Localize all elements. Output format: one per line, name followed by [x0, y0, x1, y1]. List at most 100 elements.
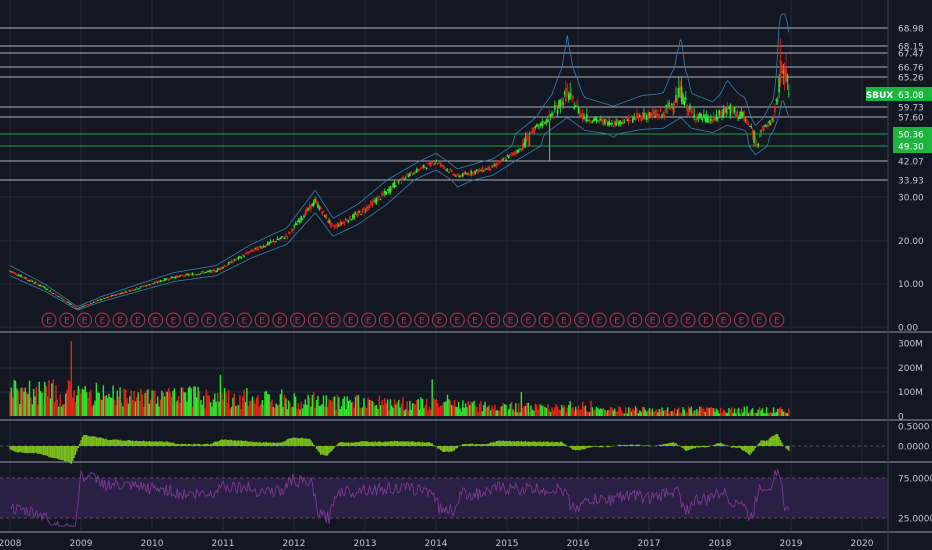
macd-bar [565, 444, 567, 446]
candle-body [640, 116, 642, 121]
candle-body [99, 299, 102, 301]
candle-body [96, 299, 99, 301]
volume-bar [604, 409, 606, 416]
candle-body [489, 168, 492, 170]
earnings-marker-circle [538, 312, 554, 328]
volume-bar [675, 413, 677, 416]
candle-body [85, 304, 88, 306]
candle-body [701, 118, 704, 120]
candle-body [428, 162, 431, 166]
ticker-badge[interactable]: SBUX [866, 87, 894, 101]
macd-bar [648, 445, 651, 446]
volume-bar [313, 392, 315, 416]
volume-bar [109, 397, 112, 416]
earnings-marker-label: E [543, 317, 549, 327]
macd-bar [247, 441, 249, 446]
candle-body [684, 97, 687, 100]
macd-bar [715, 443, 718, 446]
macd-bar [761, 440, 764, 446]
earnings-marker: E [272, 312, 288, 328]
volume-bar [137, 392, 139, 416]
volume-bar [58, 406, 60, 416]
volume-bar [563, 405, 566, 416]
candle-body [669, 105, 672, 110]
earnings-marker-label: E [99, 317, 105, 327]
candle-body [503, 157, 506, 159]
ticker-badge-bg [866, 87, 893, 101]
candle-body [726, 107, 729, 110]
macd-bar [331, 446, 333, 452]
macd-bar [336, 444, 339, 446]
volume-bar [641, 406, 644, 416]
macd-bar [342, 442, 344, 446]
candle-body [788, 94, 790, 96]
candle-body [372, 200, 375, 203]
candle-body [630, 116, 633, 118]
volume-bar [590, 400, 592, 416]
earnings-marker-label: E [206, 317, 212, 327]
volume-bar [177, 396, 180, 416]
macd-bar [515, 441, 517, 446]
macd-bar [495, 441, 497, 446]
candle-body [613, 121, 616, 126]
candle-body [102, 297, 105, 299]
macd-bar [754, 446, 757, 448]
candle-body [664, 114, 666, 119]
earnings-marker-circle [680, 312, 696, 328]
macd-bar [53, 446, 56, 459]
earnings-marker-label: E [383, 317, 389, 327]
macd-bar [209, 443, 212, 446]
volume-bar [639, 410, 641, 416]
macd-bar [296, 437, 298, 446]
macd-bar [735, 446, 737, 449]
volume-bar [685, 413, 687, 416]
earnings-marker-circle [467, 312, 483, 328]
macd-bar [457, 446, 460, 447]
macd-bar [175, 443, 177, 446]
volume-bar [515, 403, 517, 416]
volume-bar [779, 406, 782, 416]
volume-bar [389, 399, 392, 416]
macd-bar [770, 437, 772, 446]
volume-bar [31, 404, 33, 416]
candle-body [87, 304, 89, 306]
candle-body [116, 293, 119, 295]
volume-bar [657, 412, 659, 416]
candle-body [579, 110, 581, 117]
macd-bar [519, 441, 521, 446]
candle-body [544, 122, 546, 124]
macd-bar [78, 443, 81, 446]
macd-bar [44, 446, 46, 456]
earnings-marker-label: E [508, 317, 514, 327]
macd-bar [506, 441, 509, 446]
candle-body [71, 305, 74, 307]
volume-bar [77, 385, 79, 416]
volume-bar [67, 380, 70, 416]
macd-bar [292, 437, 294, 446]
macd-bar [92, 436, 95, 446]
volume-bar [411, 403, 414, 416]
candle-body [13, 272, 15, 274]
volume-bar [502, 402, 504, 416]
volume-bar [661, 407, 663, 416]
volume-bar [533, 410, 535, 416]
volume-bar [147, 389, 149, 416]
macd-bar [94, 436, 96, 446]
candle-body [424, 166, 427, 168]
candle-body [25, 278, 28, 280]
macd-bar [229, 439, 231, 446]
candle-body [60, 297, 63, 299]
volume-bar [687, 406, 690, 416]
macd-bar [533, 441, 535, 446]
volume-bar [152, 390, 155, 416]
candle-body [333, 226, 336, 228]
earnings-marker-label: E [401, 317, 407, 327]
volume-bar [701, 408, 704, 416]
volume-bar [339, 409, 341, 416]
candle-body [232, 261, 234, 263]
candle-body [641, 116, 644, 120]
volume-bar [467, 401, 470, 416]
candle-body [712, 117, 715, 121]
macd-bar [290, 438, 293, 446]
earnings-marker-circle [130, 312, 146, 328]
